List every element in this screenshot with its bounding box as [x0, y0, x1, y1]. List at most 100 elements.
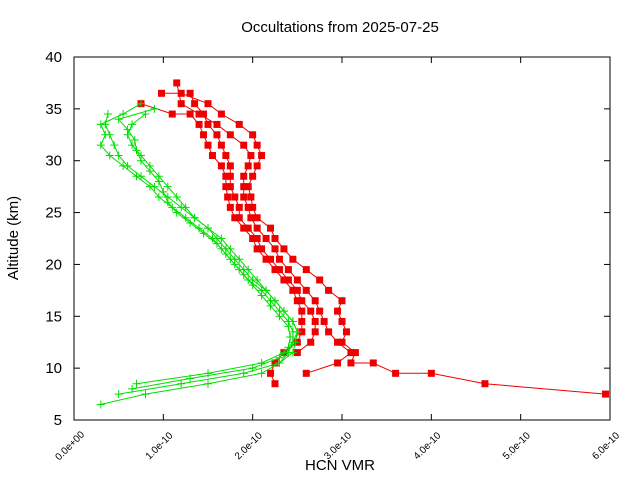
data-point — [271, 296, 279, 305]
data-point — [392, 369, 400, 377]
data-point — [249, 235, 257, 242]
data-point — [191, 100, 199, 108]
data-point — [222, 152, 230, 160]
data-point — [257, 291, 266, 300]
series-line — [176, 82, 352, 374]
data-point — [311, 297, 319, 305]
data-point — [137, 156, 145, 165]
x-tick-label: 1.0e-10 — [144, 430, 176, 462]
data-point — [298, 328, 306, 336]
data-point — [302, 369, 310, 377]
data-point — [224, 193, 232, 201]
data-point — [293, 349, 301, 357]
data-point — [253, 235, 261, 242]
data-point — [262, 286, 271, 295]
data-point — [247, 193, 255, 201]
data-point — [226, 131, 234, 139]
data-point — [226, 183, 234, 191]
data-point — [257, 369, 266, 378]
data-point — [347, 349, 355, 357]
data-point — [110, 141, 119, 150]
data-point — [302, 266, 310, 274]
data-point — [338, 297, 346, 305]
data-point — [369, 359, 377, 367]
data-point — [253, 162, 261, 170]
data-point — [334, 307, 342, 315]
y-tick-label: 30 — [45, 153, 62, 170]
data-point — [271, 245, 279, 253]
data-point — [240, 141, 248, 149]
data-point — [96, 141, 105, 150]
data-point — [338, 338, 346, 346]
data-point — [253, 224, 261, 232]
data-point — [316, 307, 324, 315]
data-point — [275, 353, 284, 362]
y-tick-label: 5 — [54, 412, 62, 429]
data-point — [204, 120, 212, 128]
data-point — [240, 172, 248, 180]
data-point — [247, 152, 255, 160]
data-point — [200, 131, 208, 139]
y-tick-label: 20 — [45, 256, 62, 273]
y-tick-label: 25 — [45, 205, 62, 222]
data-point — [316, 276, 324, 284]
data-point — [145, 182, 154, 191]
data-point — [275, 312, 284, 321]
data-point — [235, 203, 243, 211]
data-point — [248, 281, 257, 290]
data-point — [325, 328, 333, 336]
data-point — [253, 141, 261, 149]
data-point — [311, 328, 319, 336]
data-point — [244, 162, 252, 170]
data-point — [481, 380, 489, 388]
data-point — [271, 235, 279, 242]
data-point — [602, 390, 610, 398]
data-point — [275, 255, 283, 263]
data-point — [123, 125, 132, 134]
data-point — [271, 266, 279, 274]
data-point — [284, 343, 293, 352]
data-point — [159, 187, 168, 196]
data-point — [200, 110, 208, 118]
data-point — [267, 369, 275, 377]
data-point — [128, 120, 137, 129]
data-point — [284, 276, 292, 284]
y-tick-label: 15 — [45, 308, 62, 325]
data-point — [231, 193, 239, 201]
data-point — [186, 374, 195, 383]
x-tick-label: 4.0e-10 — [412, 430, 444, 462]
data-point — [130, 135, 139, 144]
data-point — [172, 193, 181, 202]
data-point — [186, 110, 194, 118]
series-3 — [186, 89, 319, 357]
data-point — [288, 317, 297, 326]
data-point — [217, 110, 225, 118]
x-tick-label: 0.0e+00 — [53, 429, 87, 463]
data-point — [338, 317, 346, 325]
x-tick-label: 5.0e-10 — [501, 430, 533, 462]
data-point — [235, 120, 243, 128]
data-point — [119, 110, 128, 119]
data-point — [293, 286, 301, 294]
data-point — [145, 167, 154, 176]
data-point — [137, 99, 145, 108]
data-point — [132, 379, 141, 388]
data-point — [307, 307, 315, 315]
data-point — [288, 338, 297, 347]
data-point — [105, 151, 114, 160]
data-point — [248, 364, 257, 373]
data-point — [230, 260, 239, 269]
data-point — [307, 338, 315, 346]
data-point — [271, 359, 279, 367]
data-point — [186, 89, 194, 97]
data-point — [141, 390, 150, 399]
data-point — [208, 152, 216, 160]
data-point — [114, 151, 123, 160]
data-point — [173, 79, 181, 87]
data-point — [347, 359, 355, 367]
series-5 — [96, 99, 297, 399]
data-point — [266, 301, 275, 310]
x-tick-label: 2.0e-10 — [233, 430, 265, 462]
data-point — [325, 286, 333, 294]
